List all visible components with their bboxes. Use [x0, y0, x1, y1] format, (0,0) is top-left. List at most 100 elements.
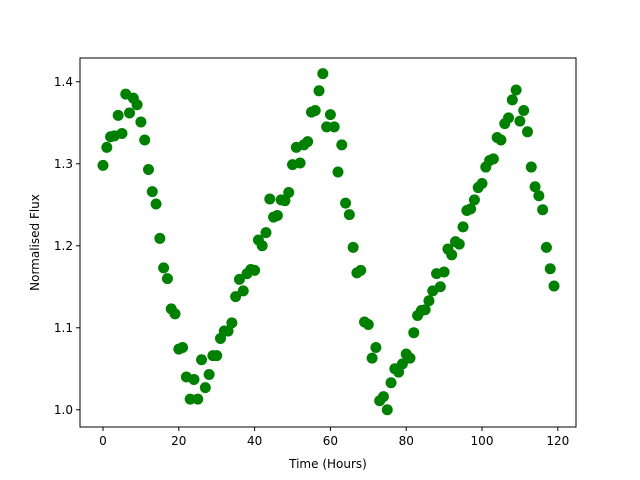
data-point [192, 393, 204, 405]
data-point [324, 109, 336, 121]
data-point [226, 317, 238, 329]
data-point [256, 240, 268, 252]
data-point [309, 104, 321, 116]
data-point [222, 325, 234, 337]
data-point [396, 358, 408, 370]
data-point [199, 382, 211, 394]
data-point [503, 112, 515, 124]
data-point [328, 121, 340, 133]
data-point [393, 366, 405, 378]
data-point [249, 264, 261, 276]
data-point [336, 139, 348, 151]
data-point [529, 181, 541, 193]
data-point [510, 84, 522, 96]
data-point [203, 369, 215, 381]
data-point [131, 99, 143, 111]
data-point [423, 295, 435, 307]
data-point [476, 177, 488, 189]
data-point [518, 104, 530, 116]
data-point [362, 319, 374, 330]
data-point [332, 166, 344, 178]
data-point [317, 68, 329, 80]
x-tick-label: 60 [323, 434, 338, 448]
data-point [260, 227, 272, 239]
data-point [313, 85, 325, 97]
y-tick-label: 1.3 [54, 157, 73, 171]
data-point [116, 127, 128, 139]
data-point [457, 221, 469, 233]
data-point [506, 94, 518, 106]
data-point [548, 280, 560, 292]
data-point [340, 197, 352, 209]
data-point [321, 121, 333, 133]
data-point [230, 291, 242, 303]
y-axis-label: Normalised Flux [28, 194, 42, 291]
data-point [279, 195, 291, 207]
data-point [283, 186, 295, 198]
data-point [294, 157, 306, 169]
data-point [161, 273, 173, 285]
data-point [177, 341, 189, 353]
data-point [233, 273, 245, 285]
x-tick-label: 100 [471, 434, 494, 448]
data-point [211, 350, 223, 362]
data-point [453, 238, 465, 250]
data-point [101, 141, 113, 153]
data-point [271, 209, 283, 221]
data-point [525, 161, 537, 173]
data-point [150, 198, 162, 210]
data-point [487, 153, 499, 165]
data-point [521, 126, 533, 138]
data-point [184, 393, 196, 405]
data-point [446, 249, 458, 261]
y-axis: 1.0 1.1 1.2 1.3 1.4 [54, 75, 80, 417]
data-point [404, 352, 416, 364]
data-point [188, 373, 200, 385]
data-point [438, 266, 450, 278]
data-point [343, 209, 355, 221]
data-point [366, 352, 378, 364]
data-point [302, 136, 314, 148]
data-point [377, 391, 389, 403]
data-point [135, 116, 147, 128]
data-point [146, 186, 158, 198]
data-point [196, 354, 208, 366]
y-tick-label: 1.2 [54, 239, 73, 253]
x-tick-label: 40 [247, 434, 262, 448]
data-point [139, 134, 151, 146]
y-tick-label: 1.4 [54, 75, 73, 89]
data-point [434, 281, 446, 293]
data-point [237, 285, 249, 297]
x-tick-label: 120 [546, 434, 569, 448]
x-axis: 0 20 40 60 80 100 120 [99, 427, 569, 448]
data-point [169, 308, 181, 320]
x-tick-label: 20 [171, 434, 186, 448]
data-points [97, 68, 560, 416]
data-point [533, 190, 545, 202]
data-point [124, 107, 136, 119]
x-tick-label: 80 [399, 434, 414, 448]
data-point [544, 263, 556, 275]
axes-frame [79, 57, 577, 428]
data-point [468, 194, 480, 206]
data-point [355, 264, 367, 276]
data-point [112, 109, 124, 121]
data-point [495, 134, 507, 146]
data-point [97, 159, 109, 171]
data-point [537, 204, 549, 216]
data-point [158, 262, 170, 274]
data-point [381, 404, 393, 416]
data-point [385, 377, 397, 389]
data-point [370, 341, 382, 353]
data-point [514, 115, 526, 127]
data-point [142, 164, 154, 176]
y-tick-label: 1.1 [54, 321, 73, 335]
data-point [408, 327, 420, 339]
data-point [465, 203, 477, 215]
y-tick-label: 1.0 [54, 403, 73, 417]
data-point [540, 241, 552, 253]
data-point [264, 193, 276, 205]
x-tick-label: 0 [99, 434, 107, 448]
data-point [419, 304, 431, 316]
